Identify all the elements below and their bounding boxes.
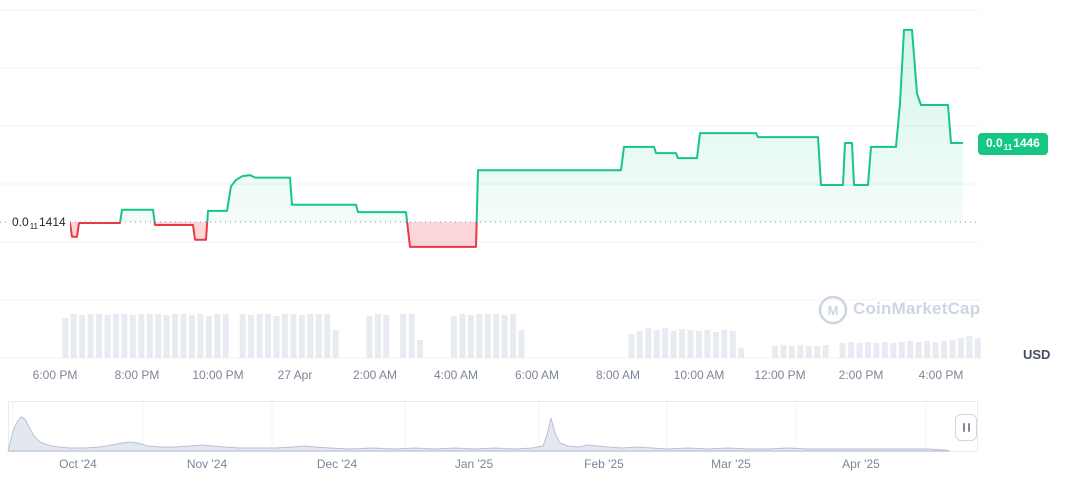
baseline-price-subscript: 11 bbox=[29, 222, 38, 231]
x-axis-label: 4:00 AM bbox=[433, 368, 479, 382]
navigator-month-label: Dec '24 bbox=[316, 457, 358, 471]
navigator-month-label: Jan '25 bbox=[454, 457, 494, 471]
navigator-month-label: Mar '25 bbox=[711, 457, 751, 471]
navigator-resize-handle[interactable] bbox=[955, 414, 977, 441]
current-price-badge: 0.0111446 bbox=[978, 133, 1048, 155]
price-line bbox=[18, 28, 963, 248]
navigator-month-label: Oct '24 bbox=[59, 457, 97, 471]
baseline-price-prefix: 0.0 bbox=[12, 215, 29, 229]
handle-grip-icon bbox=[962, 423, 965, 432]
watermark-label: CoinMarketCap bbox=[853, 299, 981, 318]
navigator[interactable] bbox=[7, 401, 978, 452]
x-axis-label: 12:00 PM bbox=[754, 368, 806, 382]
x-axis-label: 6:00 PM bbox=[32, 368, 78, 382]
current-price-digits: 1446 bbox=[1013, 136, 1040, 150]
coinmarketcap-logo-icon: M bbox=[818, 295, 848, 325]
current-price-subscript: 11 bbox=[1003, 143, 1013, 152]
x-axis-label: 8:00 AM bbox=[595, 368, 641, 382]
x-axis-label: 10:00 AM bbox=[673, 368, 725, 382]
x-axis: 6:00 PM 8:00 PM 10:00 PM 27 Apr 2:00 AM 4:00 … bbox=[0, 368, 980, 384]
x-axis-label: 6:00 AM bbox=[514, 368, 560, 382]
navigator-sparkline bbox=[7, 416, 951, 452]
navigator-axis: Oct '24 Nov '24 Dec '24 Jan '25 Feb '25 Mar '… bbox=[0, 457, 980, 473]
volume-bars bbox=[62, 314, 981, 358]
navigator-month-label: Feb '25 bbox=[584, 457, 624, 471]
current-price-prefix: 0.0 bbox=[986, 136, 1003, 150]
x-axis-label: 4:00 PM bbox=[918, 368, 964, 382]
x-axis-label: 2:00 AM bbox=[352, 368, 398, 382]
x-axis-label: 2:00 PM bbox=[838, 368, 884, 382]
gridlines bbox=[0, 9, 980, 359]
svg-text:M: M bbox=[828, 303, 839, 318]
baseline-price-digits: 1414 bbox=[39, 215, 66, 229]
x-axis-label: 10:00 PM bbox=[192, 368, 244, 382]
navigator-month-label: Apr '25 bbox=[842, 457, 880, 471]
navigator-month-label: Nov '24 bbox=[186, 457, 228, 471]
handle-grip-icon bbox=[967, 423, 970, 432]
x-axis-label: 27 Apr bbox=[277, 368, 313, 382]
x-axis-label: 8:00 PM bbox=[114, 368, 160, 382]
baseline-price-label: 0.0111414 bbox=[8, 215, 70, 231]
currency-label: USD bbox=[1023, 347, 1051, 362]
